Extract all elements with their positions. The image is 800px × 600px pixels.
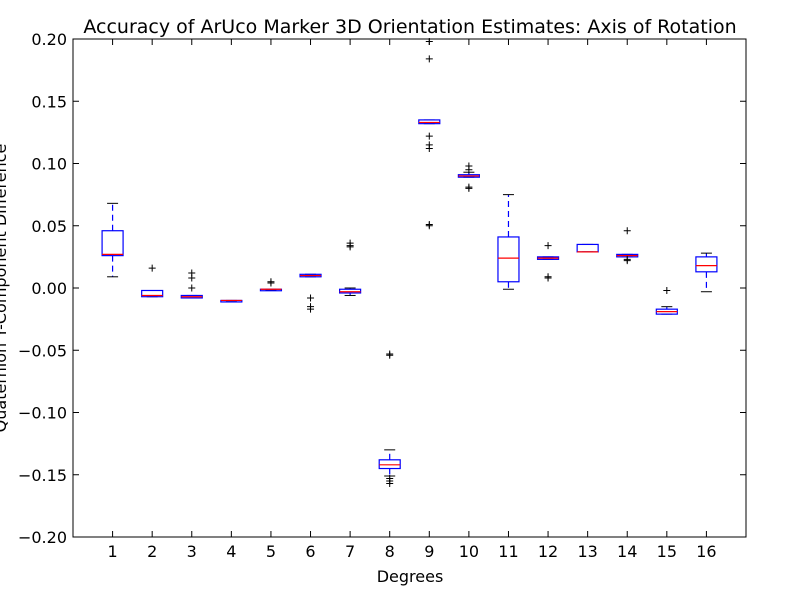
y-tick-label: 0.00 bbox=[31, 279, 67, 298]
x-tick-label: 2 bbox=[147, 542, 157, 561]
x-tick-label: 12 bbox=[538, 542, 558, 561]
x-tick-label: 3 bbox=[187, 542, 197, 561]
y-tick-label: −0.20 bbox=[18, 528, 67, 547]
box-2 bbox=[141, 264, 164, 298]
box-1 bbox=[101, 202, 124, 278]
box-series bbox=[101, 37, 718, 487]
x-tick-label: 13 bbox=[577, 542, 597, 561]
x-tick-label: 14 bbox=[617, 542, 637, 561]
x-tick-label: 9 bbox=[424, 542, 434, 561]
y-tick-labels: −0.20 −0.15 −0.10 −0.05 0.00 0.05 0.10 0.15 0.20 bbox=[18, 30, 67, 547]
flier-point bbox=[148, 264, 156, 272]
x-tick-label: 15 bbox=[657, 542, 677, 561]
flier-point bbox=[346, 243, 354, 251]
y-tick-label: 0.05 bbox=[31, 217, 67, 236]
box-15 bbox=[655, 286, 678, 315]
box-8 bbox=[378, 350, 401, 487]
y-tick-label: 0.10 bbox=[31, 155, 67, 174]
x-tick-label: 8 bbox=[385, 542, 395, 561]
box-5 bbox=[259, 278, 283, 292]
y-tick-label: 0.20 bbox=[31, 30, 67, 49]
iqr-box bbox=[695, 256, 718, 273]
box-6 bbox=[299, 273, 322, 313]
y-axis-label: Quaternion Y-Component Difference bbox=[0, 144, 10, 433]
flier-point bbox=[425, 222, 433, 230]
axis-ticks bbox=[73, 38, 746, 538]
box-9 bbox=[418, 37, 441, 230]
iqr-box bbox=[418, 119, 441, 125]
x-tick-label: 1 bbox=[107, 542, 117, 561]
iqr-box bbox=[141, 289, 164, 298]
flier-point bbox=[425, 55, 433, 63]
y-tick-label: 0.15 bbox=[31, 92, 67, 111]
flier-point bbox=[623, 227, 631, 235]
x-tick-label: 5 bbox=[266, 542, 276, 561]
flier-point bbox=[267, 279, 275, 287]
flier-point bbox=[386, 351, 394, 359]
flier-point bbox=[425, 132, 433, 140]
box-4 bbox=[220, 299, 243, 303]
flier-point bbox=[307, 294, 315, 302]
flier-point bbox=[544, 274, 552, 282]
flier-point bbox=[465, 184, 473, 192]
x-tick-label: 7 bbox=[345, 542, 355, 561]
plot-area bbox=[72, 38, 747, 538]
y-tick-label: −0.15 bbox=[18, 466, 67, 485]
y-tick-label: −0.05 bbox=[18, 341, 67, 360]
flier-point bbox=[188, 284, 196, 292]
box-3 bbox=[180, 269, 203, 299]
x-tick-label: 4 bbox=[226, 542, 236, 561]
flier-point bbox=[307, 305, 315, 313]
x-tick-label: 16 bbox=[696, 542, 716, 561]
box-7 bbox=[339, 239, 362, 296]
chart-title: Accuracy of ArUco Marker 3D Orientation … bbox=[83, 16, 736, 38]
x-tick-label: 10 bbox=[459, 542, 479, 561]
flier-point bbox=[544, 242, 552, 250]
iqr-box bbox=[101, 230, 124, 257]
iqr-box bbox=[497, 236, 520, 283]
box-10 bbox=[457, 162, 480, 192]
y-tick-label: −0.10 bbox=[18, 404, 67, 423]
iqr-box bbox=[339, 288, 362, 294]
iqr-box bbox=[378, 459, 401, 470]
box-13 bbox=[576, 243, 599, 253]
flier-point bbox=[623, 257, 631, 265]
box-14 bbox=[616, 227, 639, 265]
box-16 bbox=[695, 252, 718, 293]
box-11 bbox=[497, 194, 520, 290]
x-tick-labels: 1 2 3 4 5 6 7 8 9 10 11 12 13 14 15 16 bbox=[107, 542, 716, 561]
flier-point bbox=[425, 145, 433, 153]
box-12 bbox=[536, 242, 560, 282]
flier-point bbox=[425, 37, 433, 45]
flier-point bbox=[663, 286, 671, 294]
flier-point bbox=[465, 166, 473, 174]
x-axis-label: Degrees bbox=[377, 567, 444, 586]
x-tick-label: 11 bbox=[498, 542, 518, 561]
x-tick-label: 6 bbox=[305, 542, 315, 561]
flier-point bbox=[188, 274, 196, 282]
flier-point bbox=[386, 479, 394, 487]
